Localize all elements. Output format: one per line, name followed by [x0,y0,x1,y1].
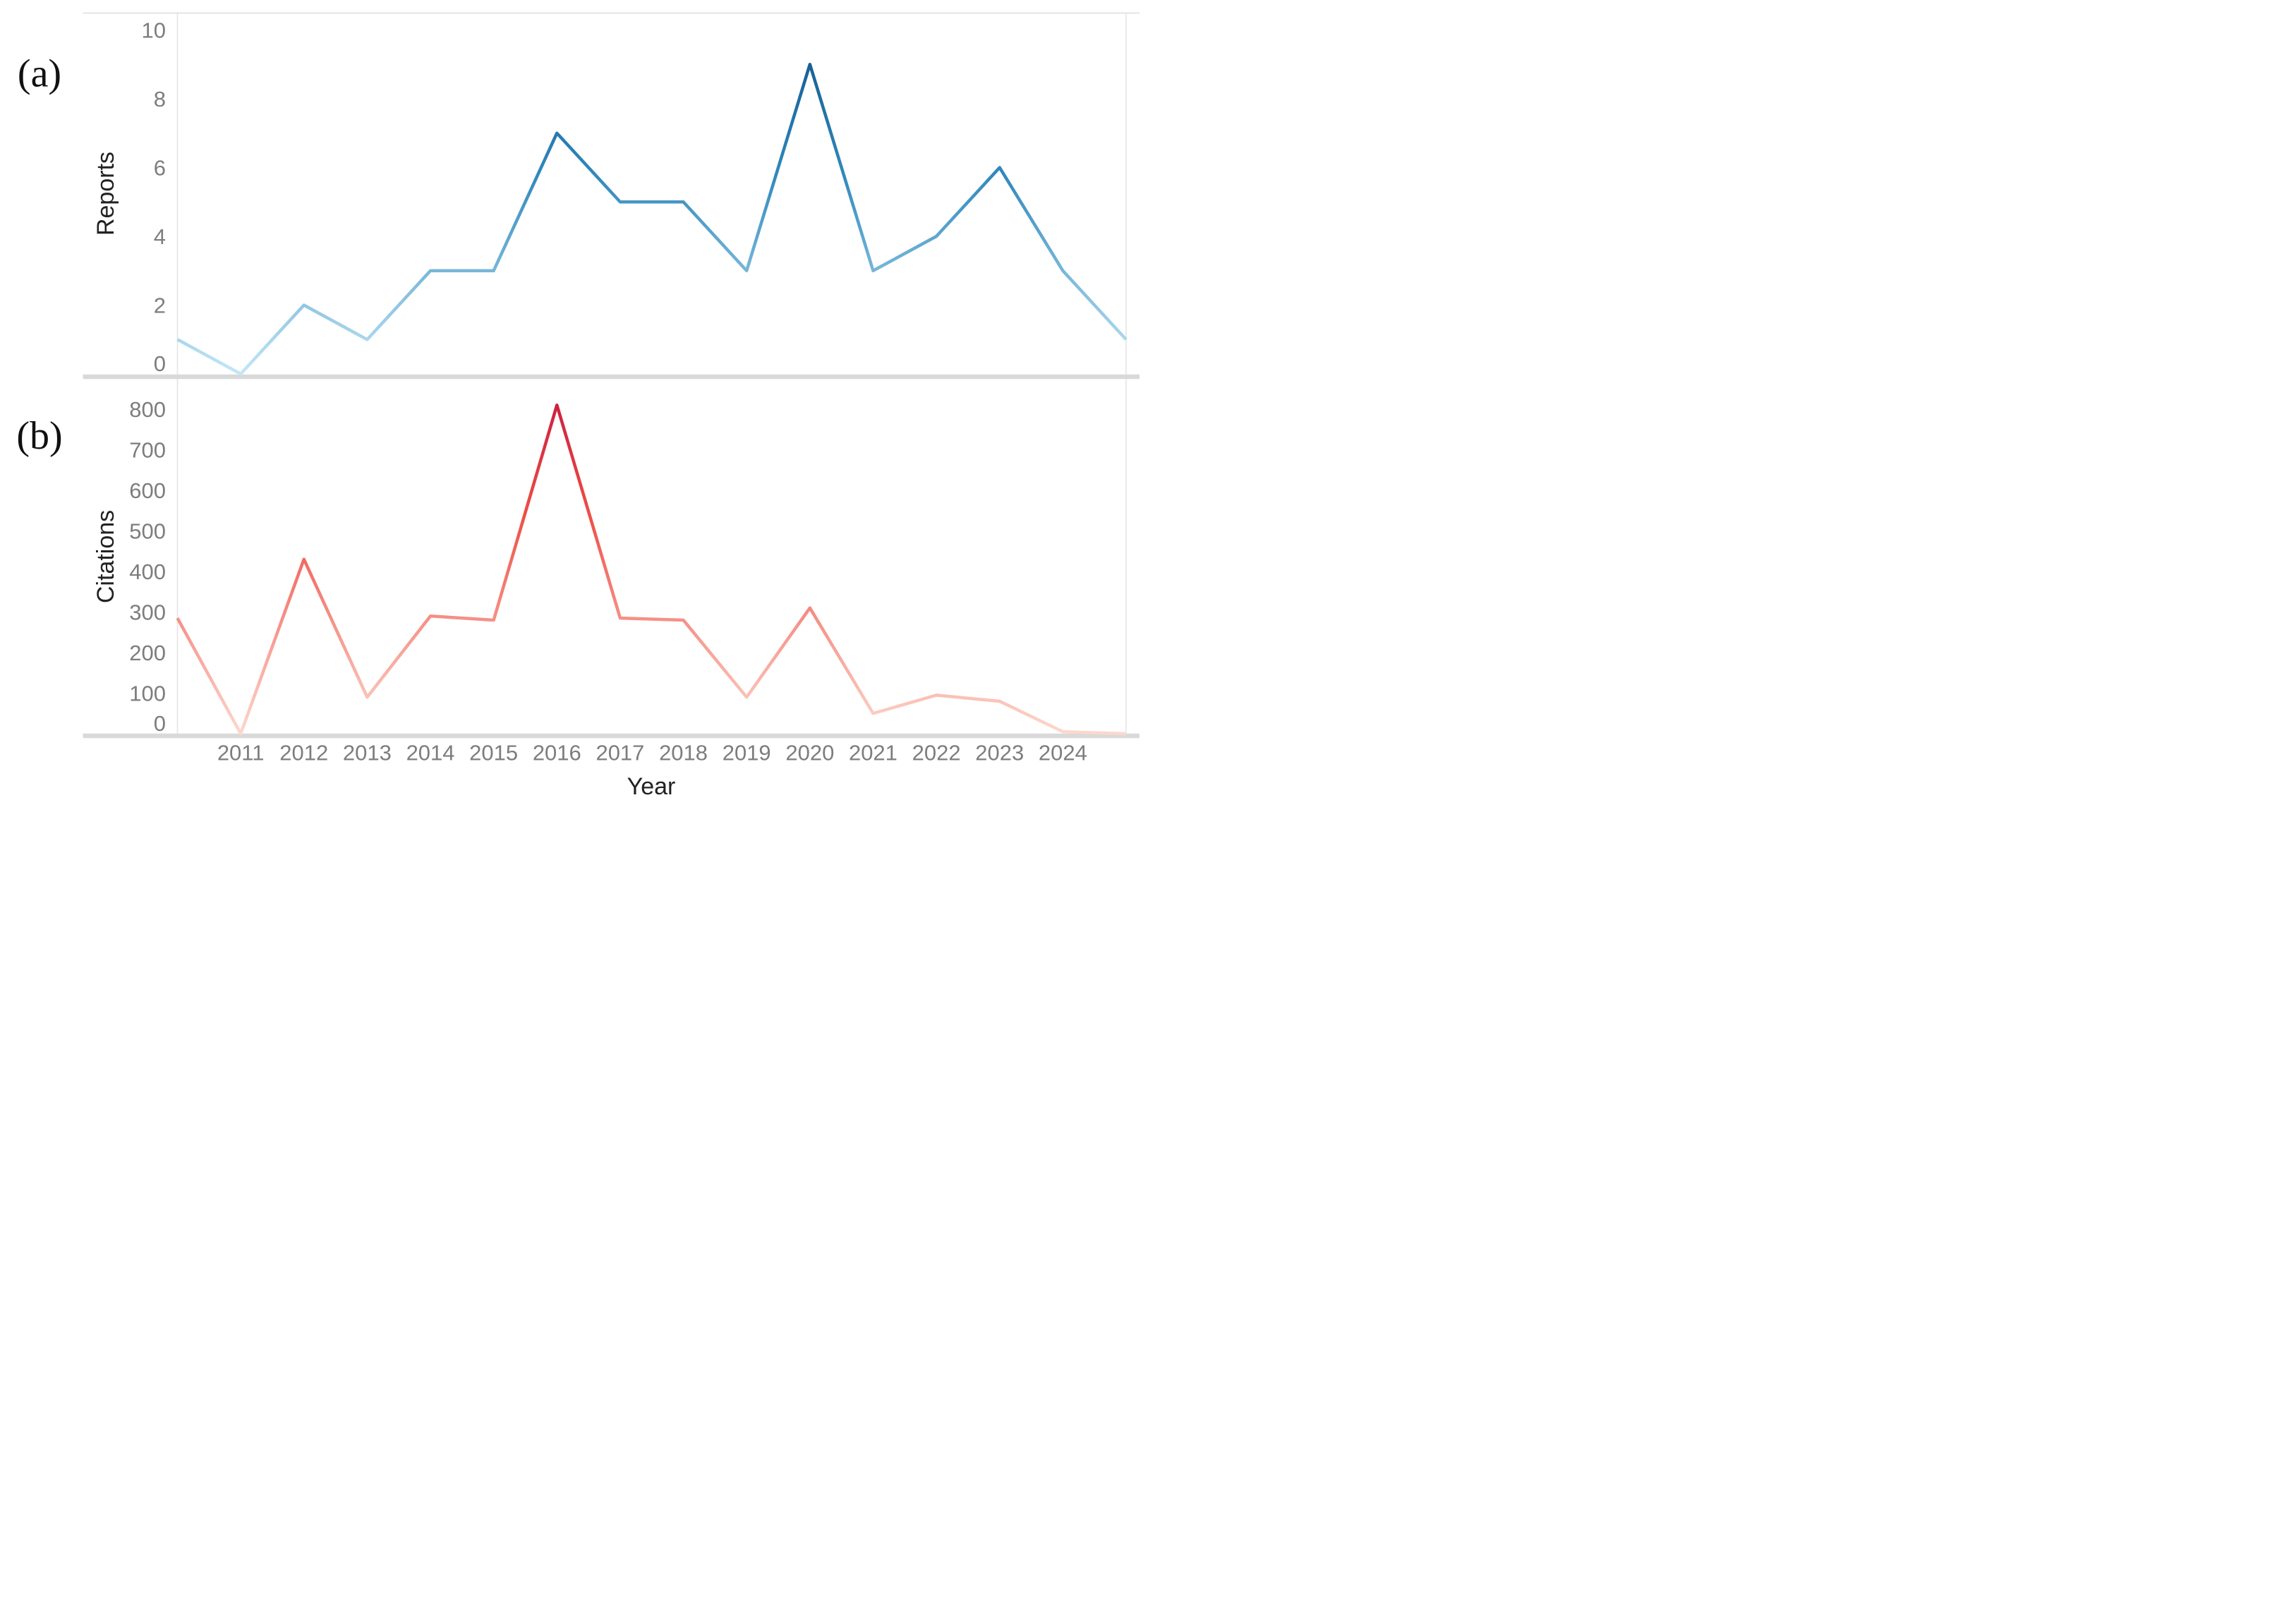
x-tick-label: 2017 [596,741,644,765]
year-x-tick-labels: 2011 2012 2013 2014 2015 2016 2017 2018 2019 2020… [217,741,1087,765]
x-tick-label: 2012 [279,741,328,765]
panel-a-label: (a) [18,52,61,96]
figure-container: 0 2 4 6 8 10 0 100 200 300 400 500 600 700 800 2011 20… [0,0,1140,812]
y-tick-label: 100 [129,681,166,706]
x-tick-label: 2022 [912,741,961,765]
figure-background [0,0,1140,812]
citations-line-series [176,404,1127,736]
y-tick-label: 4 [154,224,166,249]
y-tick-label: 200 [129,641,166,665]
reports-y-tick-labels: 0 2 4 6 8 10 [142,18,166,377]
x-tick-label: 2021 [849,741,897,765]
panel-b-label: (b) [16,414,62,458]
x-tick-label: 2014 [406,741,455,765]
y-tick-label: 8 [154,87,166,111]
x-tick-label: 2020 [785,741,834,765]
reports-line-series [176,63,1128,376]
y-tick-label: 400 [129,559,166,584]
x-tick-label: 2024 [1039,741,1087,765]
y-tick-label: 300 [129,600,166,625]
y-axis-title-reports: Reports [92,152,119,236]
y-tick-label: 0 [154,351,166,376]
y-tick-label: 700 [129,438,166,463]
y-tick-label: 500 [129,519,166,544]
x-tick-label: 2011 [217,741,265,765]
y-tick-label: 10 [142,18,166,43]
x-tick-label: 2019 [723,741,771,765]
x-tick-label: 2013 [343,741,392,765]
y-tick-label: 0 [154,711,166,736]
y-tick-label: 6 [154,156,166,181]
y-tick-label: 600 [129,478,166,503]
x-axis-title-year: Year [627,773,676,800]
x-tick-label: 2016 [533,741,581,765]
citations-y-tick-labels: 0 100 200 300 400 500 600 700 800 [129,397,166,736]
y-axis-title-citations: Citations [92,510,119,603]
x-tick-label: 2018 [659,741,708,765]
y-tick-label: 800 [129,397,166,422]
y-tick-label: 2 [154,293,166,318]
x-tick-label: 2015 [469,741,518,765]
x-tick-label: 2023 [975,741,1024,765]
